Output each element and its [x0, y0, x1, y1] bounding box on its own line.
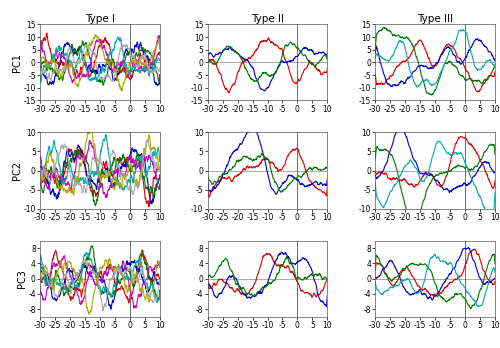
Title: Type III: Type III	[417, 14, 453, 24]
Title: Type II: Type II	[251, 14, 284, 24]
Y-axis label: PC3: PC3	[17, 269, 27, 288]
Y-axis label: PC1: PC1	[12, 53, 22, 72]
Title: Type I: Type I	[85, 14, 115, 24]
Y-axis label: PC2: PC2	[12, 161, 22, 180]
